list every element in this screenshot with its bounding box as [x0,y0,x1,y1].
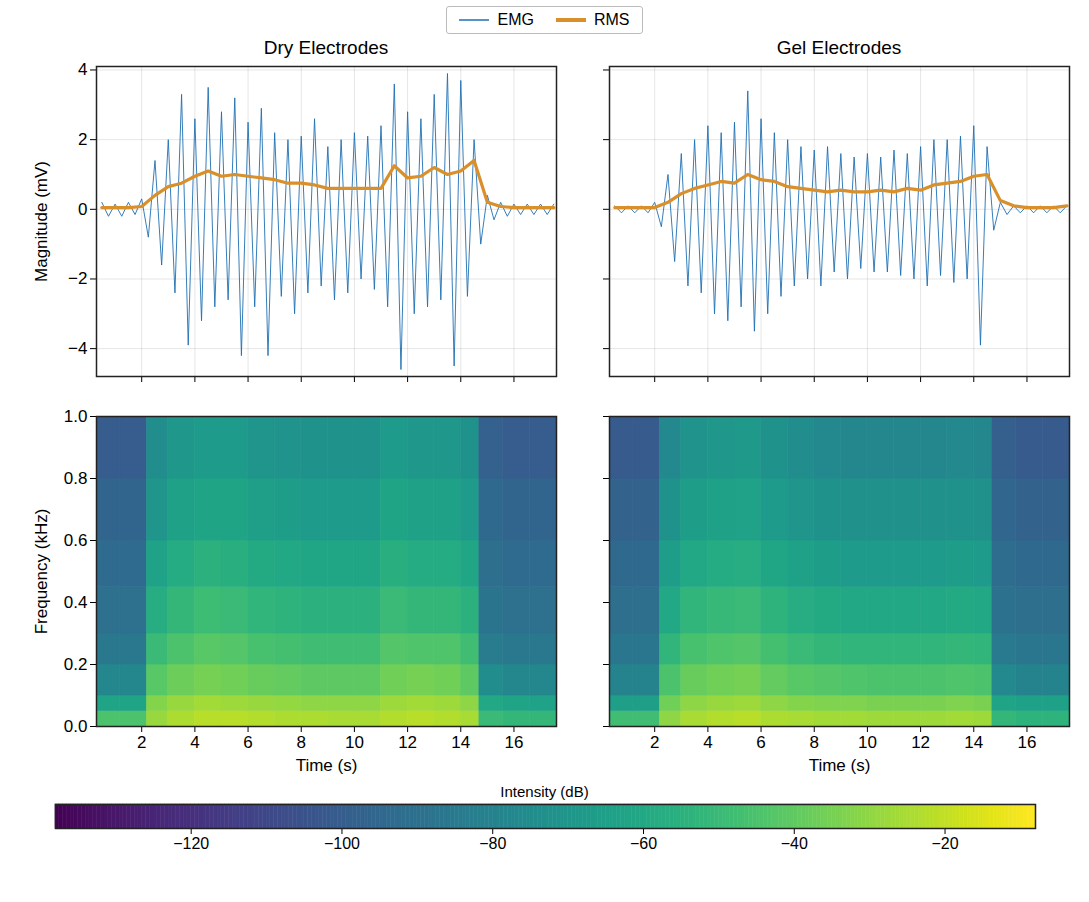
svg-text:16: 16 [1017,733,1036,752]
html-text:Dry Electrodes: Dry Electrodes [263,37,389,58]
svg-text:0: 0 [78,200,87,219]
svg-text:2: 2 [137,733,146,752]
html-text:Gel Electrodes: Gel Electrodes [776,37,902,58]
svg-text:4: 4 [78,60,87,79]
svg-text:1.0: 1.0 [64,407,88,426]
html-text:RMS: RMS [593,11,630,28]
svg-text:−120: −120 [173,835,209,852]
svg-text:−4: −4 [68,339,87,358]
svg-text:14: 14 [451,733,470,752]
svg-text:2: 2 [78,130,87,149]
svg-text:0.8: 0.8 [64,469,88,488]
svg-text:0.4: 0.4 [64,593,88,612]
svg-text:6: 6 [243,733,252,752]
svg-text:−40: −40 [780,835,807,852]
svg-text:10: 10 [345,733,364,752]
html-text:EMG: EMG [497,11,534,28]
svg-text:12: 12 [911,733,930,752]
svg-text:Magnitude (mV): Magnitude (mV) [32,161,51,282]
svg-text:−100: −100 [323,835,359,852]
html-text:Intensity (dB): Intensity (dB) [500,783,589,800]
svg-text:−80: −80 [479,835,506,852]
svg-text:−2: −2 [68,269,87,288]
svg-text:−20: −20 [931,835,958,852]
svg-text:4: 4 [703,733,712,752]
svg-text:14: 14 [964,733,983,752]
svg-text:12: 12 [398,733,417,752]
svg-text:4: 4 [190,733,199,752]
svg-text:8: 8 [297,733,306,752]
svg-text:−60: −60 [629,835,656,852]
svg-text:16: 16 [504,733,523,752]
svg-text:Time (s): Time (s) [296,756,358,775]
svg-text:Frequency (kHz): Frequency (kHz) [32,509,51,635]
svg-text:0.6: 0.6 [64,531,88,550]
svg-text:0.0: 0.0 [64,717,88,736]
svg-text:8: 8 [810,733,819,752]
svg-text:0.2: 0.2 [64,655,88,674]
svg-text:Time (s): Time (s) [809,756,871,775]
svg-text:6: 6 [756,733,765,752]
svg-text:2: 2 [650,733,659,752]
svg-text:10: 10 [858,733,877,752]
